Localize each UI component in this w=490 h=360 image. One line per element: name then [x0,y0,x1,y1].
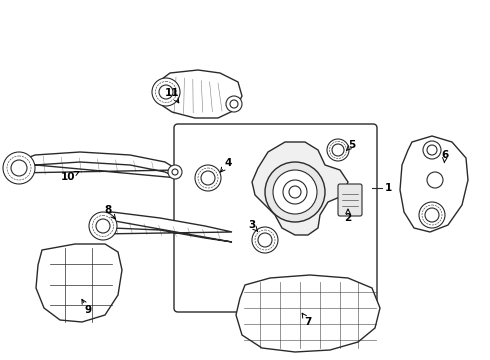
Polygon shape [14,152,178,178]
Text: 6: 6 [441,150,449,163]
Polygon shape [98,212,232,242]
Circle shape [11,160,27,176]
Circle shape [168,165,182,179]
Polygon shape [36,244,122,322]
Text: 1: 1 [385,183,392,193]
Circle shape [96,219,110,233]
Text: 10: 10 [61,171,79,182]
Text: 8: 8 [104,205,116,219]
Circle shape [327,139,349,161]
Text: 7: 7 [302,313,312,327]
Circle shape [89,212,117,240]
Circle shape [3,152,35,184]
Circle shape [283,180,307,204]
Circle shape [289,186,301,198]
Circle shape [159,85,173,99]
Polygon shape [154,70,242,118]
Circle shape [427,145,437,155]
Circle shape [230,100,238,108]
Circle shape [265,162,325,222]
Circle shape [258,233,272,247]
Polygon shape [252,142,348,235]
Text: 5: 5 [346,140,356,150]
FancyBboxPatch shape [338,184,362,216]
Text: 11: 11 [165,88,179,103]
Polygon shape [236,275,380,352]
Circle shape [226,96,242,112]
Text: 4: 4 [220,158,232,172]
Circle shape [273,170,317,214]
Circle shape [195,165,221,191]
Circle shape [201,171,215,185]
Circle shape [425,208,439,222]
Polygon shape [400,136,468,232]
Circle shape [423,141,441,159]
Circle shape [172,169,178,175]
Text: 3: 3 [248,220,258,231]
Circle shape [252,227,278,253]
Text: 9: 9 [82,300,92,315]
Circle shape [419,202,445,228]
Circle shape [332,144,344,156]
Circle shape [427,172,443,188]
Text: 2: 2 [344,209,352,223]
Circle shape [152,78,180,106]
FancyBboxPatch shape [174,124,377,312]
